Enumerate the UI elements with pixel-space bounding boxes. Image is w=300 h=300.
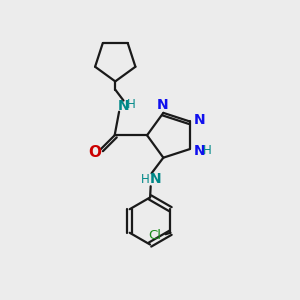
Text: N: N <box>193 113 205 127</box>
Text: N: N <box>118 99 129 113</box>
Text: N: N <box>194 144 206 158</box>
Text: H: H <box>141 173 150 186</box>
Text: O: O <box>88 146 101 160</box>
Text: H: H <box>128 98 136 111</box>
Text: H: H <box>203 144 212 157</box>
Text: Cl: Cl <box>148 229 161 242</box>
Text: N: N <box>157 98 169 112</box>
Text: N: N <box>149 172 161 186</box>
